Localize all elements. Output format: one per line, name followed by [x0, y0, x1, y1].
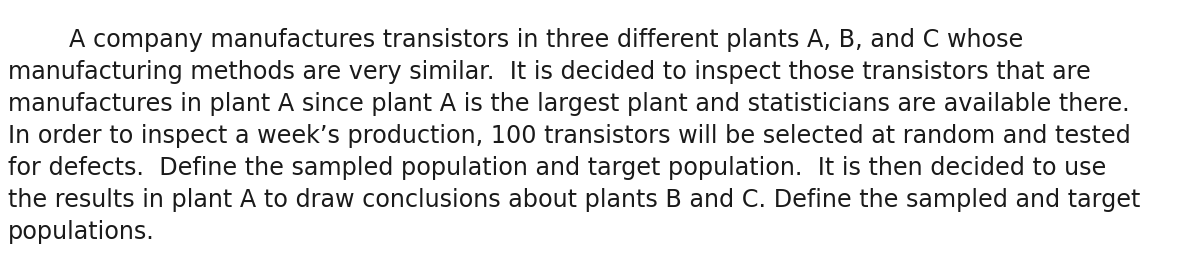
- Text: A company manufactures transistors in three different plants A, B, and C whose: A company manufactures transistors in th…: [8, 28, 1024, 52]
- Text: for defects.  Define the sampled population and target population.  It is then d: for defects. Define the sampled populati…: [8, 156, 1106, 180]
- Text: populations.: populations.: [8, 220, 155, 244]
- Text: the results in plant A to draw conclusions about plants B and C. Define the samp: the results in plant A to draw conclusio…: [8, 188, 1140, 212]
- Text: manufactures in plant A since plant A is the largest plant and statisticians are: manufactures in plant A since plant A is…: [8, 92, 1129, 116]
- Text: In order to inspect a week’s production, 100 transistors will be selected at ran: In order to inspect a week’s production,…: [8, 124, 1130, 148]
- Text: manufacturing methods are very similar.  It is decided to inspect those transist: manufacturing methods are very similar. …: [8, 60, 1091, 84]
